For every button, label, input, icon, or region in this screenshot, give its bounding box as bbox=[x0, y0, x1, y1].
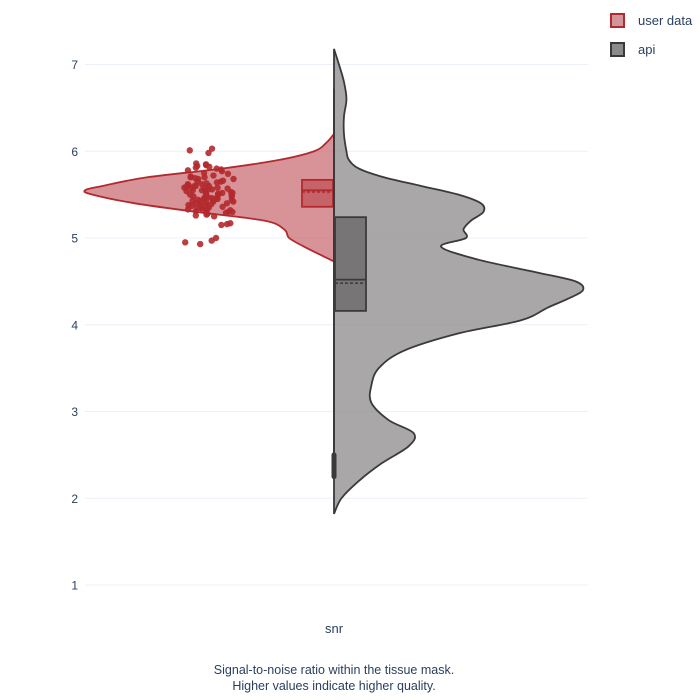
legend-swatch-user-data bbox=[610, 13, 625, 28]
data-point bbox=[223, 220, 231, 228]
violin-api bbox=[333, 48, 585, 515]
data-point bbox=[223, 200, 231, 207]
data-point bbox=[182, 239, 189, 246]
data-point bbox=[208, 237, 215, 244]
y-tick-label-4: 4 bbox=[71, 318, 78, 332]
y-tick-label-1: 1 bbox=[71, 579, 78, 593]
data-point bbox=[202, 161, 210, 168]
data-point bbox=[228, 193, 236, 200]
y-axis-ticks: 1 2 3 4 5 6 7 bbox=[71, 58, 78, 593]
data-point bbox=[218, 221, 225, 229]
caption-line-2: Higher values indicate higher quality. bbox=[232, 679, 436, 693]
violin-plot-area bbox=[83, 48, 585, 515]
x-axis-category-label: snr bbox=[325, 621, 344, 636]
data-point bbox=[200, 169, 208, 177]
y-tick-label-7: 7 bbox=[71, 58, 78, 72]
legend-label-api: api bbox=[638, 42, 656, 57]
y-tick-label-3: 3 bbox=[71, 405, 78, 419]
data-point bbox=[194, 204, 201, 211]
legend-item-api[interactable]: api bbox=[610, 35, 692, 64]
data-point bbox=[217, 166, 225, 173]
data-point bbox=[192, 164, 200, 171]
caption-line-1: Signal-to-noise ratio within the tissue … bbox=[213, 663, 455, 677]
data-point bbox=[198, 181, 206, 188]
data-point bbox=[181, 184, 188, 191]
y-tick-label-2: 2 bbox=[71, 492, 78, 506]
legend-label-user-data: user data bbox=[638, 13, 693, 28]
data-point bbox=[205, 149, 212, 157]
y-tick-label-5: 5 bbox=[71, 232, 78, 246]
legend: user data api bbox=[610, 6, 692, 64]
legend-swatch-api bbox=[610, 42, 625, 57]
data-point bbox=[186, 147, 193, 154]
data-point bbox=[185, 201, 192, 209]
data-point bbox=[214, 184, 221, 191]
data-point bbox=[215, 191, 222, 198]
box-api bbox=[334, 216, 367, 312]
data-point bbox=[217, 178, 225, 185]
data-point bbox=[210, 172, 217, 179]
data-point bbox=[230, 175, 237, 183]
chart-caption: Signal-to-noise ratio within the tissue … bbox=[0, 662, 668, 694]
data-point bbox=[192, 212, 200, 219]
data-point bbox=[196, 240, 204, 248]
data-point bbox=[210, 213, 218, 220]
box-user-data bbox=[301, 178, 334, 208]
y-tick-label-6: 6 bbox=[71, 145, 78, 159]
data-point bbox=[203, 211, 210, 218]
data-point bbox=[203, 206, 211, 213]
data-point bbox=[224, 185, 231, 192]
data-point bbox=[208, 145, 216, 152]
data-point bbox=[204, 194, 211, 201]
data-point bbox=[191, 182, 198, 190]
data-point bbox=[222, 209, 230, 217]
data-point bbox=[224, 170, 232, 178]
legend-item-user-data[interactable]: user data bbox=[610, 6, 692, 35]
data-point bbox=[219, 203, 226, 210]
data-point bbox=[184, 167, 192, 174]
data-point bbox=[187, 174, 194, 181]
data-point bbox=[229, 208, 236, 216]
data-point bbox=[210, 196, 217, 204]
